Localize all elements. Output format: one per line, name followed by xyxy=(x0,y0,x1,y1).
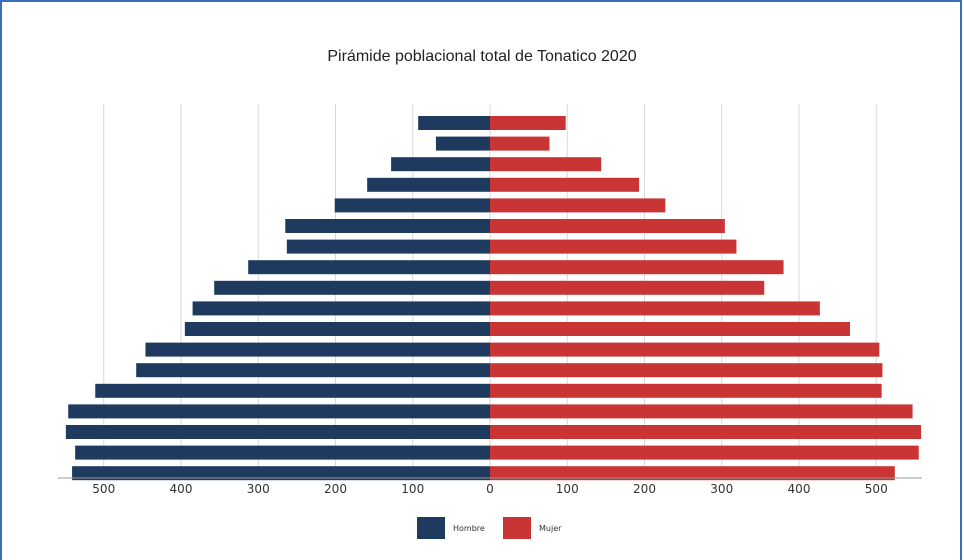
bar-mujer xyxy=(490,363,883,378)
legend-swatch-hombre xyxy=(417,517,445,539)
legend-label-mujer: Mujer xyxy=(539,524,562,533)
x-tick-label: 400 xyxy=(170,482,193,496)
bar-hombre xyxy=(192,301,490,316)
bar-mujer xyxy=(490,198,666,213)
x-tick-label: 300 xyxy=(710,482,733,496)
bar-mujer xyxy=(490,404,913,419)
legend: Hombre Mujer xyxy=(417,517,562,539)
x-tick-label: 400 xyxy=(788,482,811,496)
bar-mujer xyxy=(490,322,850,336)
bar-mujer xyxy=(490,239,737,254)
x-tick-label: 100 xyxy=(556,482,579,496)
bar-hombre xyxy=(285,219,490,233)
bar-hombre xyxy=(334,198,490,213)
bar-mujer xyxy=(490,383,882,398)
bar-mujer xyxy=(490,157,602,172)
bar-hombre xyxy=(418,116,490,130)
x-tick-label: 100 xyxy=(401,482,424,496)
bar-mujer xyxy=(490,219,725,233)
bar-mujer xyxy=(490,260,784,275)
bar-hombre xyxy=(214,280,490,295)
bar-mujer xyxy=(490,280,765,295)
bar-hombre xyxy=(435,136,490,151)
x-tick-label: 500 xyxy=(92,482,115,496)
population-pyramid-chart: 500 400 300 200 100 0 100 200 300 400 500 Hombre Mu… xyxy=(58,104,922,539)
bar-layer xyxy=(65,116,922,481)
bar-mujer xyxy=(490,301,820,316)
bar-mujer xyxy=(490,342,880,357)
legend-swatch-mujer xyxy=(503,517,531,539)
x-tick-label: 500 xyxy=(865,482,888,496)
bar-hombre xyxy=(391,157,490,172)
x-tick-label: 0 xyxy=(486,482,494,496)
bar-mujer xyxy=(490,425,922,439)
x-tick-label: 200 xyxy=(633,482,656,496)
bar-mujer xyxy=(490,466,895,481)
bar-hombre xyxy=(248,260,490,275)
bar-mujer xyxy=(490,116,566,130)
bar-hombre xyxy=(184,322,491,336)
bar-hombre xyxy=(145,342,490,357)
x-tick-label: 300 xyxy=(247,482,270,496)
bar-hombre xyxy=(367,177,490,192)
bar-hombre xyxy=(65,425,491,439)
bar-hombre xyxy=(75,445,490,460)
bar-hombre xyxy=(95,383,490,398)
legend-label-hombre: Hombre xyxy=(453,524,485,533)
bar-hombre xyxy=(286,239,490,254)
bar-hombre xyxy=(68,404,490,419)
chart-title: Pirámide poblacional total de Tonatico 2… xyxy=(327,48,637,65)
bar-mujer xyxy=(490,136,550,151)
axis-layer: 500 400 300 200 100 0 100 200 300 400 500 xyxy=(58,477,922,496)
x-tick-label: 200 xyxy=(324,482,347,496)
bar-mujer xyxy=(490,445,919,460)
bar-hombre xyxy=(72,466,490,481)
bar-hombre xyxy=(136,363,490,378)
bar-mujer xyxy=(490,177,640,192)
